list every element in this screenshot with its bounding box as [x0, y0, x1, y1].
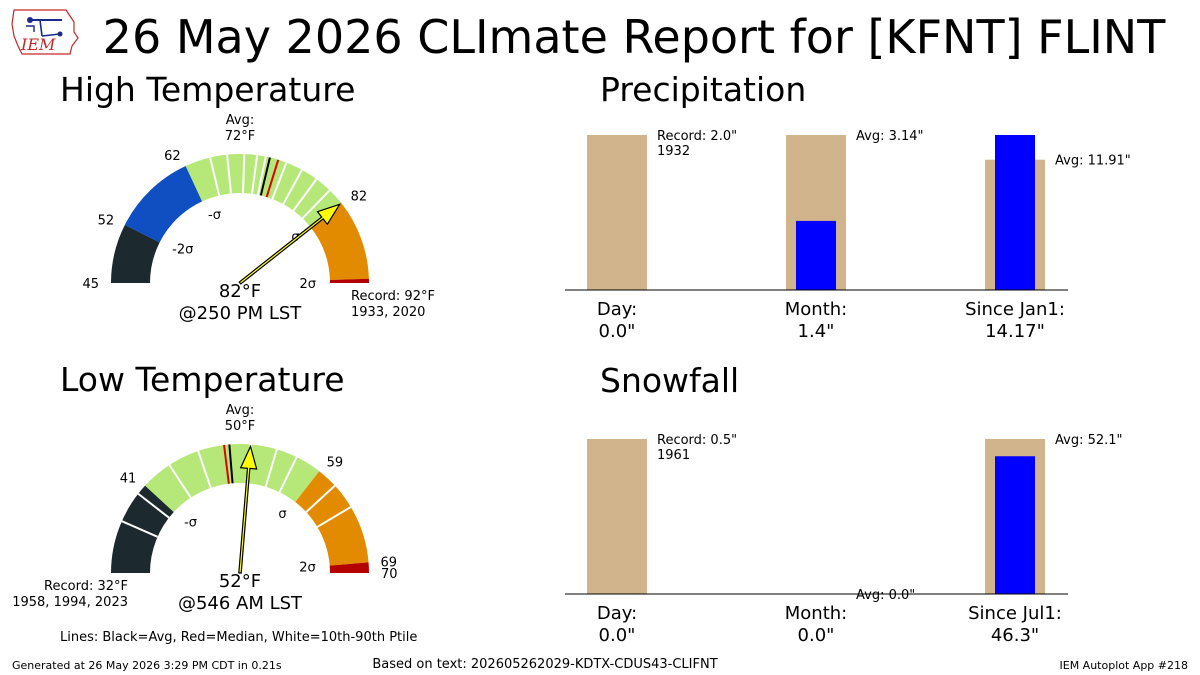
- percentile-line: [242, 154, 246, 194]
- tick-label: 45: [82, 277, 99, 292]
- category-label: Month: 0.0": [785, 603, 847, 646]
- reference-label: Record: 0.5" 1961: [657, 433, 737, 463]
- gauge-title: Low Temperature: [60, 360, 345, 399]
- iem-logo: IEM: [8, 6, 84, 58]
- reference-label: Avg: 11.91": [1055, 154, 1131, 169]
- gauge-band-record: [329, 278, 369, 283]
- sigma-label: σ: [278, 507, 286, 522]
- average-label: Avg: 72°F: [225, 113, 256, 144]
- generated-timestamp: Generated at 26 May 2026 3:29 PM CDT in …: [12, 659, 282, 672]
- percentile-line: [292, 178, 318, 212]
- tick-label: 70: [381, 567, 398, 582]
- percentile-line: [316, 506, 352, 528]
- reference-label: Avg: 3.14": [856, 129, 924, 144]
- observed-needle: [238, 444, 258, 574]
- high-temperature-gauge: High Temperature45526282-2σ-σσ2σAvg:72°F…: [60, 70, 435, 324]
- app-id: IEM Autoplot App #218: [1060, 659, 1189, 672]
- gauge-band-record: [329, 562, 369, 573]
- gauge-band-very_low: [111, 224, 160, 283]
- sigma-label: -σ: [184, 516, 197, 531]
- reference-bar: [587, 439, 647, 594]
- percentile-line: [209, 157, 221, 196]
- percentile-line: [137, 492, 170, 519]
- precipitation-bar-chart: Precipitation Record: 2.0" 1932 Day: 0.0" Avg…: [565, 70, 1131, 342]
- observed-needle: [238, 203, 342, 285]
- observed-label: 52°F @546 AM LST: [178, 571, 303, 614]
- average-line: [259, 157, 271, 196]
- percentile-line: [301, 189, 331, 220]
- observed-bar: [995, 456, 1035, 594]
- percentile-line: [271, 162, 288, 200]
- page-title: 26 May 2026 CLImate Report for [KFNT] FL…: [103, 10, 1167, 64]
- reference-label: Avg: 52.1": [1055, 433, 1123, 448]
- tick-label: 52: [98, 213, 115, 228]
- category-label: Day: 0.0": [597, 299, 637, 342]
- percentile-line: [251, 155, 259, 194]
- snowfall-bar-chart: Snowfall Record: 0.5" 1961 Day: 0.0" Avg: 0.0…: [565, 361, 1123, 646]
- record-label: Record: 92°F 1933, 2020: [351, 289, 435, 320]
- sigma-label: -2σ: [172, 243, 193, 258]
- category-label: Month: 1.4": [785, 299, 847, 342]
- sigma-label: 2σ: [299, 561, 316, 576]
- tick-label: 41: [120, 472, 137, 487]
- observed-bar: [796, 220, 836, 290]
- sigma-label: -σ: [208, 208, 221, 223]
- median-line: [265, 159, 280, 198]
- percentile-line: [278, 456, 298, 493]
- lines-legend-note: Lines: Black=Avg, Red=Median, White=10th…: [60, 630, 417, 645]
- percentile-line: [282, 169, 303, 205]
- percentile-line: [197, 450, 212, 489]
- svg-text:IEM: IEM: [20, 35, 56, 54]
- source-text-id: Based on text: 202605262029-KDTX-CDUS43-…: [372, 657, 717, 672]
- tick-label: 82: [351, 190, 368, 205]
- percentile-line: [168, 464, 192, 499]
- reference-label: Record: 2.0" 1932: [657, 129, 737, 159]
- tick-label: 59: [327, 456, 344, 471]
- gauge-title: High Temperature: [60, 70, 355, 109]
- record-label: Record: 32°F 1958, 1994, 2023: [12, 579, 128, 610]
- tick-label: 69: [381, 555, 398, 570]
- percentile-line: [264, 449, 278, 488]
- median-line: [223, 444, 230, 484]
- percentile-line: [305, 484, 336, 513]
- category-label: Since Jul1: 46.3": [968, 603, 1062, 646]
- observed-bar: [995, 135, 1035, 290]
- gauge-band-normal: [185, 154, 342, 228]
- percentile-line: [226, 154, 232, 194]
- average-label: Avg: 50°F: [225, 403, 256, 434]
- gauge-band-low: [124, 165, 203, 243]
- tick-label: 62: [164, 149, 181, 164]
- average-line: [228, 444, 234, 484]
- reference-bar: [587, 135, 647, 290]
- percentile-line: [121, 520, 158, 538]
- sigma-label: 2σ: [299, 277, 316, 292]
- category-label: Since Jan1: 14.17": [965, 299, 1065, 342]
- percentile-line: [256, 156, 267, 196]
- observed-label: 82°F @250 PM LST: [179, 281, 303, 324]
- reference-label: Avg: 0.0": [856, 588, 915, 603]
- bar-chart-title: Precipitation: [600, 70, 806, 109]
- category-label: Day: 0.0": [597, 603, 637, 646]
- bar-chart-title: Snowfall: [600, 361, 739, 400]
